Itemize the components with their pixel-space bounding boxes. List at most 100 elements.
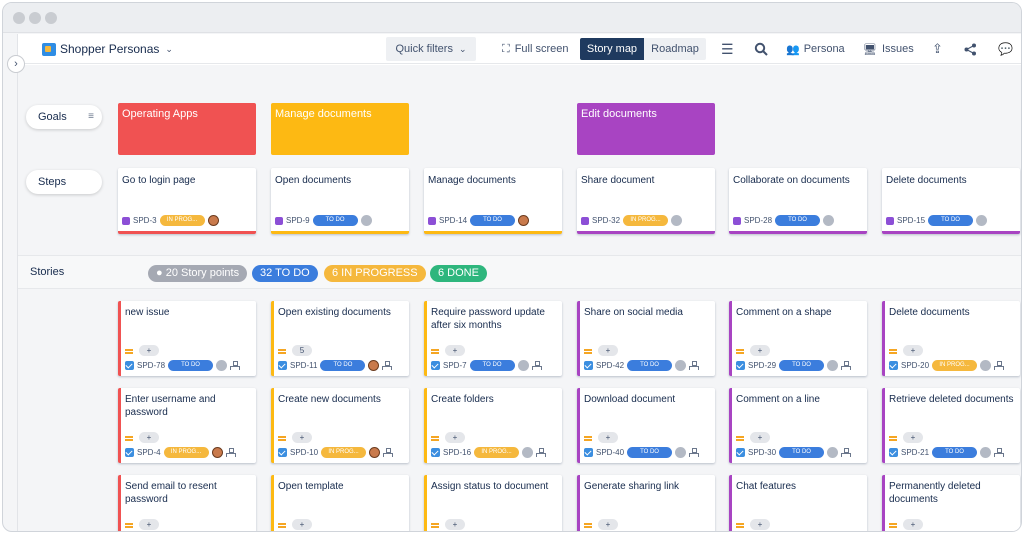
filter-icon[interactable]: ≡ — [88, 111, 94, 122]
story-points-chip[interactable]: + — [903, 519, 923, 530]
story-card[interactable]: Share on social media + SPD-42 TO DO — [577, 301, 715, 376]
issue-key[interactable]: SPD-15 — [897, 216, 926, 225]
hierarchy-icon[interactable] — [536, 448, 547, 457]
step-card[interactable]: Collaborate on documents SPD-28 TO DO — [729, 168, 867, 234]
status-pill[interactable]: TO DO — [312, 215, 358, 226]
issue-key[interactable]: SPD-14 — [439, 216, 468, 225]
story-points-chip[interactable]: + — [445, 432, 465, 443]
status-pill[interactable]: TO DO — [320, 360, 366, 371]
hierarchy-icon[interactable] — [994, 448, 1005, 457]
story-card[interactable]: Create folders + SPD-16 IN PROG... — [424, 388, 562, 463]
assignee-avatar[interactable] — [518, 215, 530, 226]
issue-key[interactable]: SPD-40 — [596, 448, 625, 457]
hierarchy-icon[interactable] — [994, 361, 1005, 370]
issue-key[interactable]: SPD-30 — [748, 448, 777, 457]
goal-card[interactable]: Edit documents — [577, 103, 715, 155]
story-points-chip[interactable]: + — [292, 519, 312, 530]
status-pill[interactable]: TO DO — [470, 215, 516, 226]
issue-key[interactable]: SPD-16 — [443, 448, 472, 457]
issue-key[interactable]: SPD-3 — [133, 216, 157, 225]
story-points-chip[interactable]: + — [598, 519, 618, 530]
story-card[interactable]: Open existing documents 5 SPD-11 TO DO — [271, 301, 409, 376]
hierarchy-icon[interactable] — [841, 361, 852, 370]
story-points-chip[interactable]: + — [598, 432, 618, 443]
story-points-chip[interactable]: + — [139, 345, 159, 356]
assignee-avatar[interactable] — [369, 447, 381, 458]
full-screen-button[interactable]: ⛶ Full screen — [502, 34, 569, 64]
unassigned-avatar-icon[interactable] — [827, 447, 839, 458]
story-card[interactable]: Create new documents + SPD-10 IN PROG... — [271, 388, 409, 463]
roadmap-tab[interactable]: Roadmap — [644, 38, 706, 60]
story-points-chip[interactable]: + — [903, 432, 923, 443]
story-map-tab[interactable]: Story map — [580, 38, 644, 60]
search-icon[interactable] — [754, 34, 768, 64]
hierarchy-icon[interactable] — [841, 448, 852, 457]
status-pill[interactable]: TO DO — [469, 360, 515, 371]
story-card[interactable]: Open template+SPD-12TO DO — [271, 475, 409, 531]
issue-key[interactable]: SPD-20 — [901, 361, 930, 370]
hierarchy-icon[interactable] — [383, 448, 394, 457]
story-points-chip[interactable]: + — [139, 519, 159, 530]
unassigned-avatar-icon[interactable] — [827, 360, 839, 371]
status-pill[interactable]: TO DO — [779, 360, 825, 371]
issue-key[interactable]: SPD-29 — [748, 361, 777, 370]
step-card[interactable]: Manage documents SPD-14 TO DO — [424, 168, 562, 234]
hierarchy-icon[interactable] — [225, 448, 236, 457]
assignee-avatar[interactable] — [211, 447, 223, 458]
unassigned-avatar-icon[interactable] — [823, 215, 835, 226]
step-card[interactable]: Go to login page SPD-3 IN PROG... — [118, 168, 256, 234]
comment-icon[interactable]: 💬 — [998, 42, 1013, 56]
goals-row-label[interactable]: Goals ≡ — [26, 105, 102, 129]
hierarchy-icon[interactable] — [230, 361, 241, 370]
issue-key[interactable]: SPD-78 — [137, 361, 166, 370]
unassigned-avatar-icon[interactable] — [675, 360, 687, 371]
issue-key[interactable]: SPD-4 — [137, 448, 161, 457]
issue-key[interactable]: SPD-42 — [596, 361, 625, 370]
status-pill[interactable]: TO DO — [627, 360, 673, 371]
step-card[interactable]: Share document SPD-32 IN PROG... — [577, 168, 715, 234]
story-card[interactable]: Comment on a shape + SPD-29 TO DO — [729, 301, 867, 376]
story-card[interactable]: Delete documents + SPD-20 IN PROG... — [882, 301, 1020, 376]
hierarchy-icon[interactable] — [531, 361, 542, 370]
hierarchy-icon[interactable] — [689, 361, 700, 370]
status-pill[interactable]: TO DO — [928, 215, 974, 226]
status-pill[interactable]: IN PROG... — [623, 215, 669, 226]
share-icon[interactable] — [964, 34, 977, 64]
status-pill[interactable]: TO DO — [627, 447, 673, 458]
assignee-avatar[interactable] — [368, 360, 380, 371]
story-points-chip[interactable]: 5 — [292, 345, 312, 356]
unassigned-avatar-icon[interactable] — [980, 360, 992, 371]
status-pill[interactable]: TO DO — [932, 447, 978, 458]
story-card[interactable]: Retrieve deleted documents + SPD-21 TO DO — [882, 388, 1020, 463]
unassigned-avatar-icon[interactable] — [360, 215, 372, 226]
assignee-avatar[interactable] — [207, 215, 219, 226]
status-pill[interactable]: IN PROG... — [159, 215, 205, 226]
export-icon[interactable]: ⇪ — [932, 41, 943, 56]
issues-button[interactable]: 🖥 Issues — [863, 34, 914, 64]
unassigned-avatar-icon[interactable] — [980, 447, 992, 458]
story-points-chip[interactable]: + — [139, 432, 159, 443]
quick-filters-button[interactable]: Quick filters ⌄ — [386, 37, 476, 61]
story-points-chip[interactable]: + — [598, 345, 618, 356]
status-pill[interactable]: IN PROG... — [932, 360, 978, 371]
project-selector[interactable]: Shopper Personas ⌄ — [42, 34, 173, 64]
story-card[interactable]: Send email to resent password+SPD-5TO DO — [118, 475, 256, 531]
hierarchy-icon[interactable] — [382, 361, 393, 370]
menu-lines-icon[interactable]: ☰ — [721, 40, 734, 57]
status-pill[interactable]: IN PROG... — [474, 447, 520, 458]
unassigned-avatar-icon[interactable] — [517, 360, 529, 371]
status-pill[interactable]: TO DO — [168, 360, 214, 371]
goal-card[interactable]: Operating Apps — [118, 103, 256, 155]
issue-key[interactable]: SPD-21 — [901, 448, 930, 457]
story-card[interactable]: Generate sharing link+SPD-38TO DO — [577, 475, 715, 531]
issue-key[interactable]: SPD-9 — [286, 216, 310, 225]
story-card[interactable]: Comment on a line + SPD-30 TO DO — [729, 388, 867, 463]
story-card[interactable]: Chat features+SPD-31TO DO — [729, 475, 867, 531]
issue-key[interactable]: SPD-32 — [592, 216, 621, 225]
steps-row-label[interactable]: Steps — [26, 170, 102, 194]
story-points-chip[interactable]: + — [292, 432, 312, 443]
unassigned-avatar-icon[interactable] — [671, 215, 683, 226]
story-points-chip[interactable]: + — [903, 345, 923, 356]
unassigned-avatar-icon[interactable] — [522, 447, 534, 458]
status-pill[interactable]: TO DO — [779, 447, 825, 458]
